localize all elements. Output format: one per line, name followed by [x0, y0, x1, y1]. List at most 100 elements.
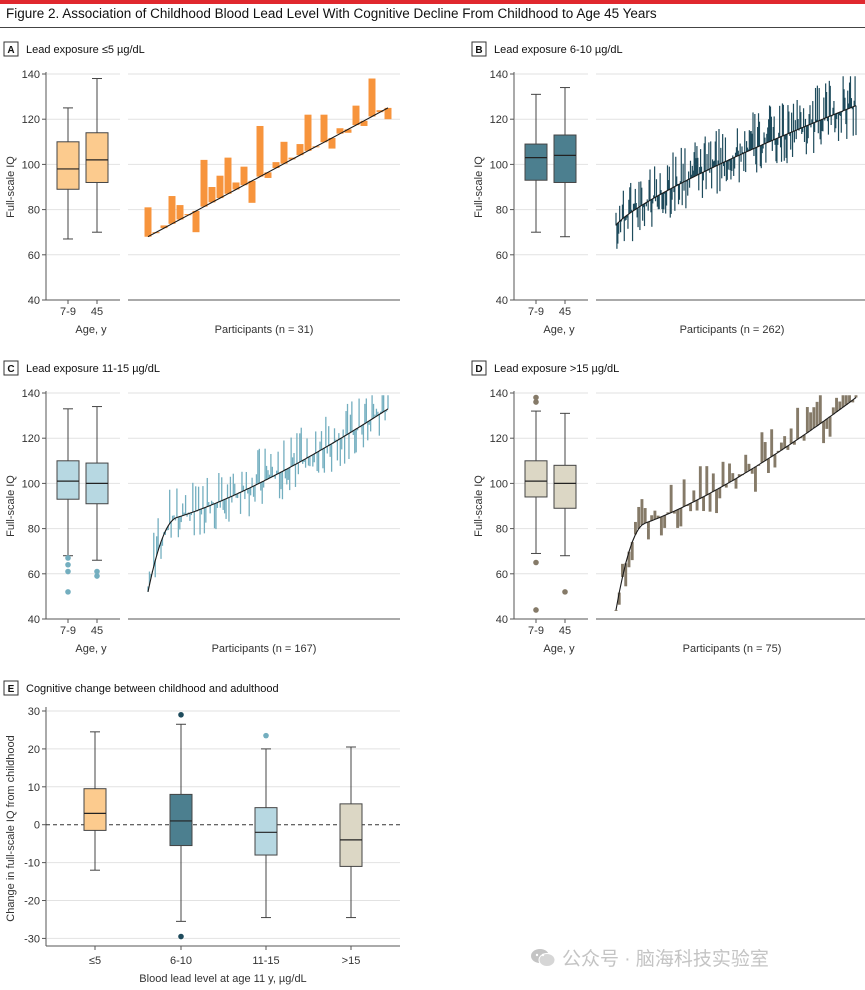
panel-tag-box	[3, 360, 19, 376]
participant-bar	[628, 199, 630, 214]
y-tick-label: 10	[28, 782, 40, 794]
participant-bar	[615, 212, 617, 226]
box-x-axis-label: Age, y	[75, 643, 107, 655]
participant-bar	[805, 407, 809, 433]
participant-bar	[711, 159, 714, 168]
participant-bar	[731, 473, 735, 481]
participant-bar	[260, 482, 262, 491]
watermark: 公众号 · 脑海科技实验室	[530, 944, 769, 971]
participant-bar	[835, 397, 838, 412]
participant-bar	[299, 433, 301, 462]
participant-bar	[825, 83, 827, 118]
participant-bar	[241, 471, 243, 492]
participant-bar	[179, 516, 181, 530]
x-category-label: ≤5	[89, 955, 101, 967]
participant-bar	[713, 160, 715, 167]
participant-bar	[838, 401, 842, 410]
participant-bar	[312, 454, 314, 467]
participant-bar	[320, 114, 328, 143]
participant-bar	[296, 144, 304, 156]
participant-bar	[812, 407, 816, 429]
participant-bar	[223, 499, 226, 514]
participant-bar	[672, 511, 676, 514]
participant-bar	[814, 122, 816, 132]
participant-bar	[712, 161, 715, 168]
participant-bar	[671, 187, 673, 200]
participant-bar	[293, 453, 295, 466]
participant-bar	[328, 426, 330, 446]
box-iqr	[553, 134, 577, 183]
participant-bar	[725, 161, 727, 182]
participant-bar	[228, 497, 230, 522]
participant-bar	[697, 157, 699, 175]
participant-bar	[345, 411, 347, 436]
participant-bar	[242, 485, 245, 491]
participant-bar	[264, 448, 266, 481]
participant-bar	[368, 420, 370, 425]
participant-bar	[680, 147, 682, 184]
participant-bar	[291, 457, 294, 466]
participant-bar	[744, 131, 746, 153]
participant-bar	[617, 222, 619, 244]
participant-bar	[222, 500, 224, 510]
wechat-icon	[531, 948, 556, 967]
panel-letter: E	[8, 684, 15, 695]
participant-bar	[176, 205, 184, 220]
participant-bar	[335, 439, 337, 442]
box-iqr	[56, 141, 80, 190]
participant-bar	[231, 496, 233, 503]
participant-bar	[643, 508, 647, 524]
y-tick-label: 100	[490, 159, 508, 171]
participant-bar	[634, 521, 637, 535]
panel-tag-box	[3, 41, 19, 57]
participant-bar	[333, 428, 336, 443]
participant-bar	[734, 157, 736, 169]
participant-bar	[646, 199, 648, 202]
participant-bar	[660, 190, 662, 194]
participant-bar	[686, 180, 688, 182]
participant-bar	[630, 182, 632, 213]
participant-bar	[743, 153, 745, 172]
participant-bar	[629, 187, 631, 214]
participant-bar	[349, 414, 352, 433]
participant-bar	[215, 503, 217, 530]
participant-bar	[781, 103, 784, 137]
participant-bar	[817, 120, 819, 134]
participant-bar	[234, 483, 236, 495]
participant-bar	[699, 149, 702, 174]
panel-letter: C	[7, 364, 14, 375]
participant-bar	[815, 401, 819, 426]
participant-bar	[756, 147, 758, 173]
participant-bar	[384, 410, 386, 421]
participant-bar	[669, 188, 671, 218]
participant-bar	[775, 138, 777, 162]
participant-bar	[315, 431, 317, 454]
participant-bar	[760, 145, 762, 169]
participant-bar	[232, 473, 234, 496]
participant-bar	[665, 191, 667, 214]
participant-bar	[752, 112, 754, 149]
participant-bar	[685, 180, 687, 209]
participant-bar	[688, 178, 691, 188]
participant-bar	[156, 536, 158, 556]
participant-bar	[323, 448, 326, 473]
participant-bar	[711, 168, 713, 189]
participant-bar	[677, 184, 680, 205]
participant-bar	[657, 195, 659, 210]
participant-bar	[252, 486, 255, 497]
participant-bar	[763, 132, 765, 145]
participant-bar	[737, 474, 741, 477]
participant-bar	[828, 416, 832, 437]
y-axis-label: Full-scale IQ	[5, 156, 17, 218]
participant-bar	[167, 525, 169, 531]
participant-bar	[702, 496, 706, 512]
participant-bar	[306, 438, 308, 458]
y-tick-label: 80	[28, 524, 40, 536]
participant-bar	[161, 537, 164, 546]
participant-bar	[693, 152, 695, 177]
y-tick-label: 100	[22, 478, 40, 490]
participant-bar	[183, 512, 185, 516]
y-tick-label: 80	[496, 524, 508, 536]
participant-bar	[681, 182, 683, 206]
participant-bar	[676, 509, 680, 528]
